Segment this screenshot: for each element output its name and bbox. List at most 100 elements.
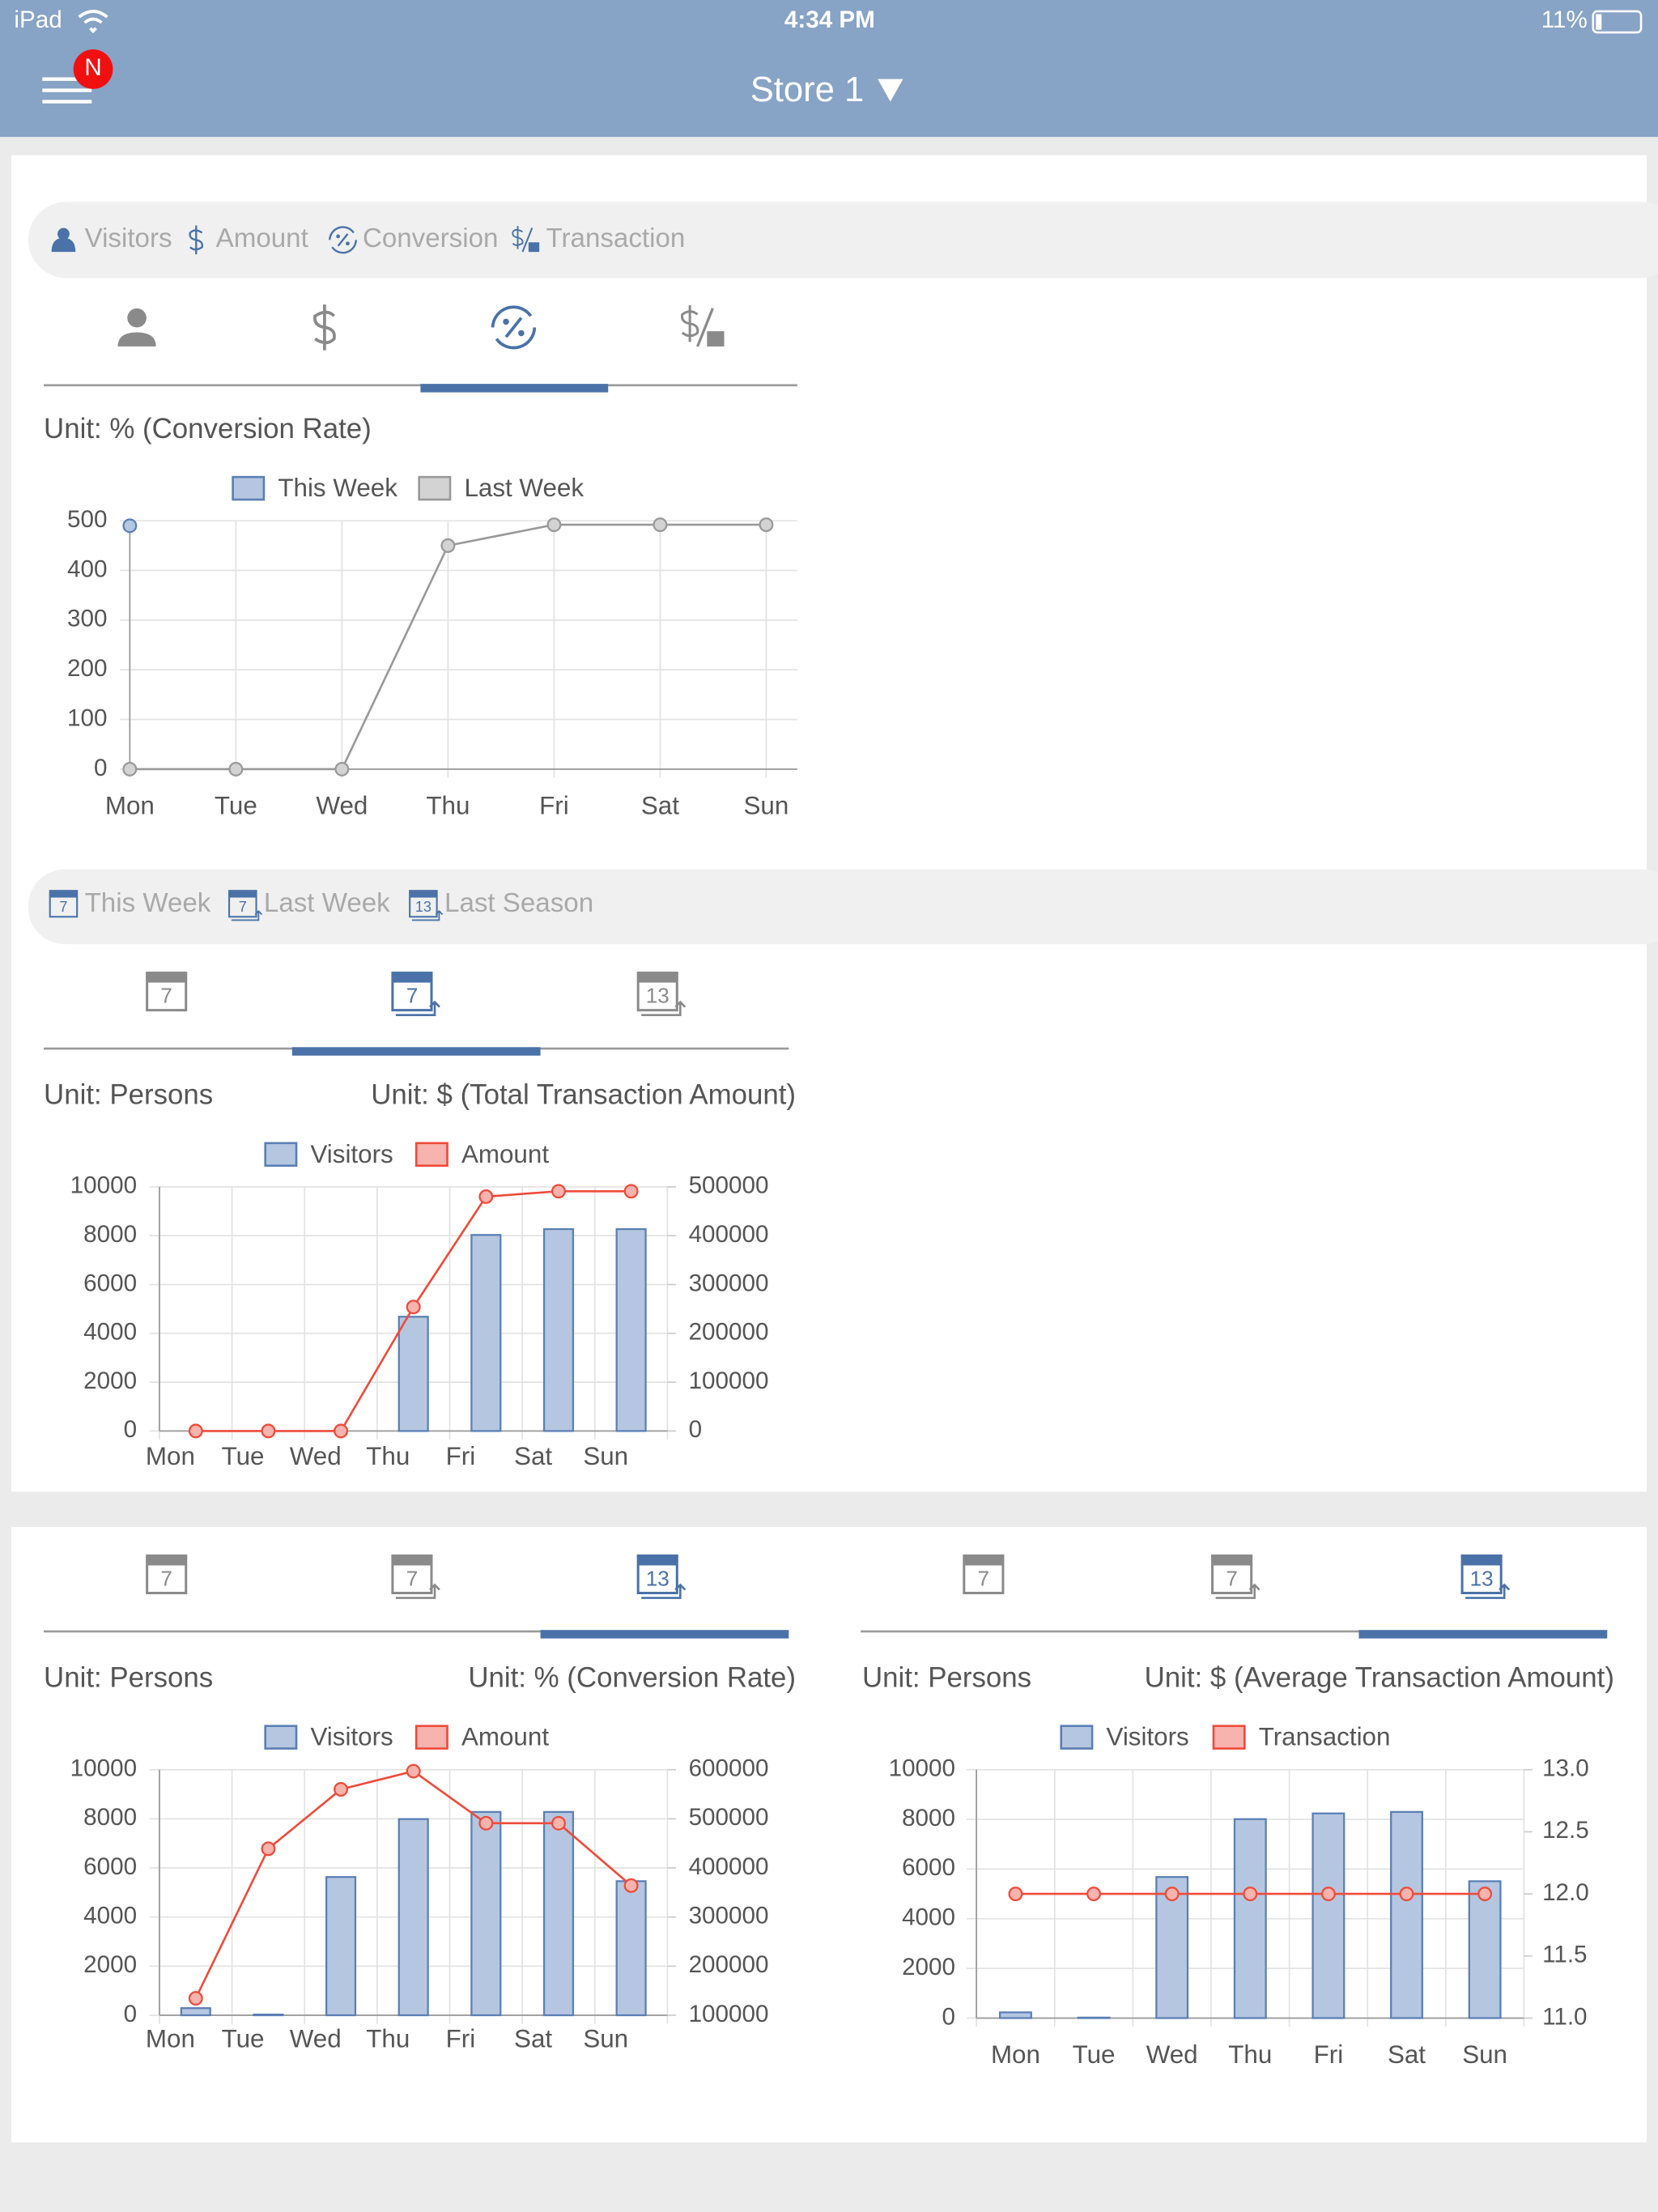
point (623, 1878, 639, 1893)
legend-swatch (264, 1725, 298, 1750)
calendar-number: 7 (59, 899, 67, 915)
period-tab[interactable]: 7 This Week (49, 888, 211, 918)
unit-label: Unit: Persons (44, 1661, 213, 1693)
period-tab[interactable]: 7 Last Week (228, 888, 390, 921)
x-tick-label: Sun (744, 791, 789, 819)
point (334, 1782, 349, 1797)
calendar-number: 7 (1226, 1566, 1238, 1590)
y-tick-label: 4000 (902, 1904, 955, 1931)
bar (325, 1876, 357, 2017)
calendar-number: 7 (239, 899, 247, 915)
badge (73, 49, 113, 89)
point (1399, 1887, 1414, 1902)
legend-swatch (264, 1142, 298, 1168)
battery-level (1596, 14, 1602, 30)
dollar-icon (512, 226, 524, 249)
bar (542, 1810, 575, 2017)
y-tick-label: 8000 (83, 1221, 137, 1248)
period-icon-tab[interactable]: 7 (146, 972, 188, 1012)
y2-tick-label: 200000 (689, 1951, 769, 1978)
legend-label: Visitors (310, 1723, 393, 1751)
legend-item[interactable]: Transaction (1212, 1723, 1391, 1751)
point (261, 1423, 276, 1439)
x-tick-label: Sun (1462, 2040, 1507, 2069)
transaction-icon (707, 331, 725, 347)
point (122, 518, 138, 534)
y-tick-label: 4000 (83, 1903, 137, 1929)
x-tick-label: Tue (1073, 2040, 1116, 2069)
bar (615, 1227, 647, 1432)
period-icon-tab[interactable]: 7 (146, 1554, 188, 1595)
y-tick-label: 10000 (70, 1172, 137, 1199)
calendar-number: 13 (1470, 1566, 1494, 1590)
calendar-number: 13 (646, 983, 670, 1007)
x-tick-label: Wed (1146, 2040, 1198, 2069)
y2-tick-label: 12.5 (1542, 1817, 1589, 1844)
metric-tab[interactable]: Transaction (512, 223, 685, 253)
y-tick-label: 400 (67, 555, 107, 582)
legend-item[interactable]: Amount (414, 1723, 549, 1751)
legend-swatch (414, 1725, 449, 1750)
point (1008, 1887, 1023, 1902)
metric-tab[interactable]: Visitors (51, 223, 172, 253)
x-tick-label: Sat (514, 1442, 552, 1470)
conversion-icon (336, 234, 340, 239)
period-icon-tab[interactable]: 7 (963, 1554, 1005, 1595)
person-icon (117, 332, 156, 347)
period-icon-tab[interactable]: 7 (391, 972, 440, 1016)
header-title: Store 1 (750, 70, 864, 109)
legend-item[interactable]: Visitors (264, 1140, 393, 1168)
legend-item[interactable]: This Week (232, 474, 398, 502)
legend-swatch (418, 475, 452, 501)
x-tick-label: Fri (446, 2025, 476, 2053)
period-icon-tab[interactable]: 13 (636, 1554, 687, 1599)
legend-item[interactable]: Last Week (418, 474, 585, 502)
period-icon-tab[interactable]: 13 (1460, 1554, 1511, 1599)
calendar-number: 7 (160, 983, 172, 1007)
legend-label: Transaction (1259, 1723, 1391, 1751)
x-tick-label: Sun (583, 2025, 628, 2053)
period-icon-tab[interactable]: 13 (636, 972, 687, 1016)
point (1086, 1887, 1102, 1902)
menu-button[interactable]: N (42, 49, 113, 104)
metric-icon-tab[interactable] (117, 308, 156, 347)
metric-icon-tab[interactable] (313, 304, 336, 351)
unit-label: Unit: $ (Total Transaction Amount) (371, 1079, 796, 1111)
legend-label: Amount (461, 1140, 549, 1168)
metric-tab-label: Transaction (546, 223, 686, 253)
y-tick-label: 2000 (902, 1954, 955, 1980)
bar (1312, 1812, 1346, 2019)
y2-tick-label: 500000 (689, 1172, 769, 1199)
metric-tab[interactable]: Conversion (329, 223, 498, 254)
metric-icon-tab[interactable] (491, 305, 537, 350)
period-icon-tab[interactable]: 7 (391, 1554, 440, 1599)
point (759, 517, 774, 533)
legend-swatch (414, 1142, 449, 1168)
x-tick-label: Thu (366, 1442, 410, 1470)
store-selector[interactable]: Store 1 (750, 70, 903, 109)
bar (180, 2007, 211, 2017)
y-tick-label: 10000 (70, 1755, 137, 1782)
dollar-icon (680, 305, 699, 342)
metric-icon-tab[interactable] (680, 305, 725, 347)
calendar-arrow (641, 1000, 687, 1016)
y-tick-label: 2000 (83, 1368, 137, 1394)
point (1243, 1887, 1258, 1902)
legend-item[interactable]: Visitors (1060, 1723, 1189, 1751)
y2-tick-label: 400000 (689, 1221, 769, 1248)
period-tab[interactable]: 13 Last Season (409, 888, 593, 921)
calendar-number: 7 (978, 1566, 990, 1590)
legend-swatch (232, 475, 266, 501)
period-icon-tab[interactable]: 7 (1211, 1554, 1261, 1599)
point (1164, 1887, 1180, 1902)
legend-item[interactable]: Visitors (264, 1723, 393, 1751)
status-battery: 11% (1541, 6, 1588, 33)
point (188, 1423, 203, 1439)
header-bar (0, 0, 1658, 138)
x-tick-label: Mon (146, 2025, 195, 2053)
legend-item[interactable]: Amount (414, 1140, 549, 1168)
metric-tab-label: Conversion (363, 223, 498, 253)
metric-tab[interactable]: Amount (189, 223, 308, 255)
